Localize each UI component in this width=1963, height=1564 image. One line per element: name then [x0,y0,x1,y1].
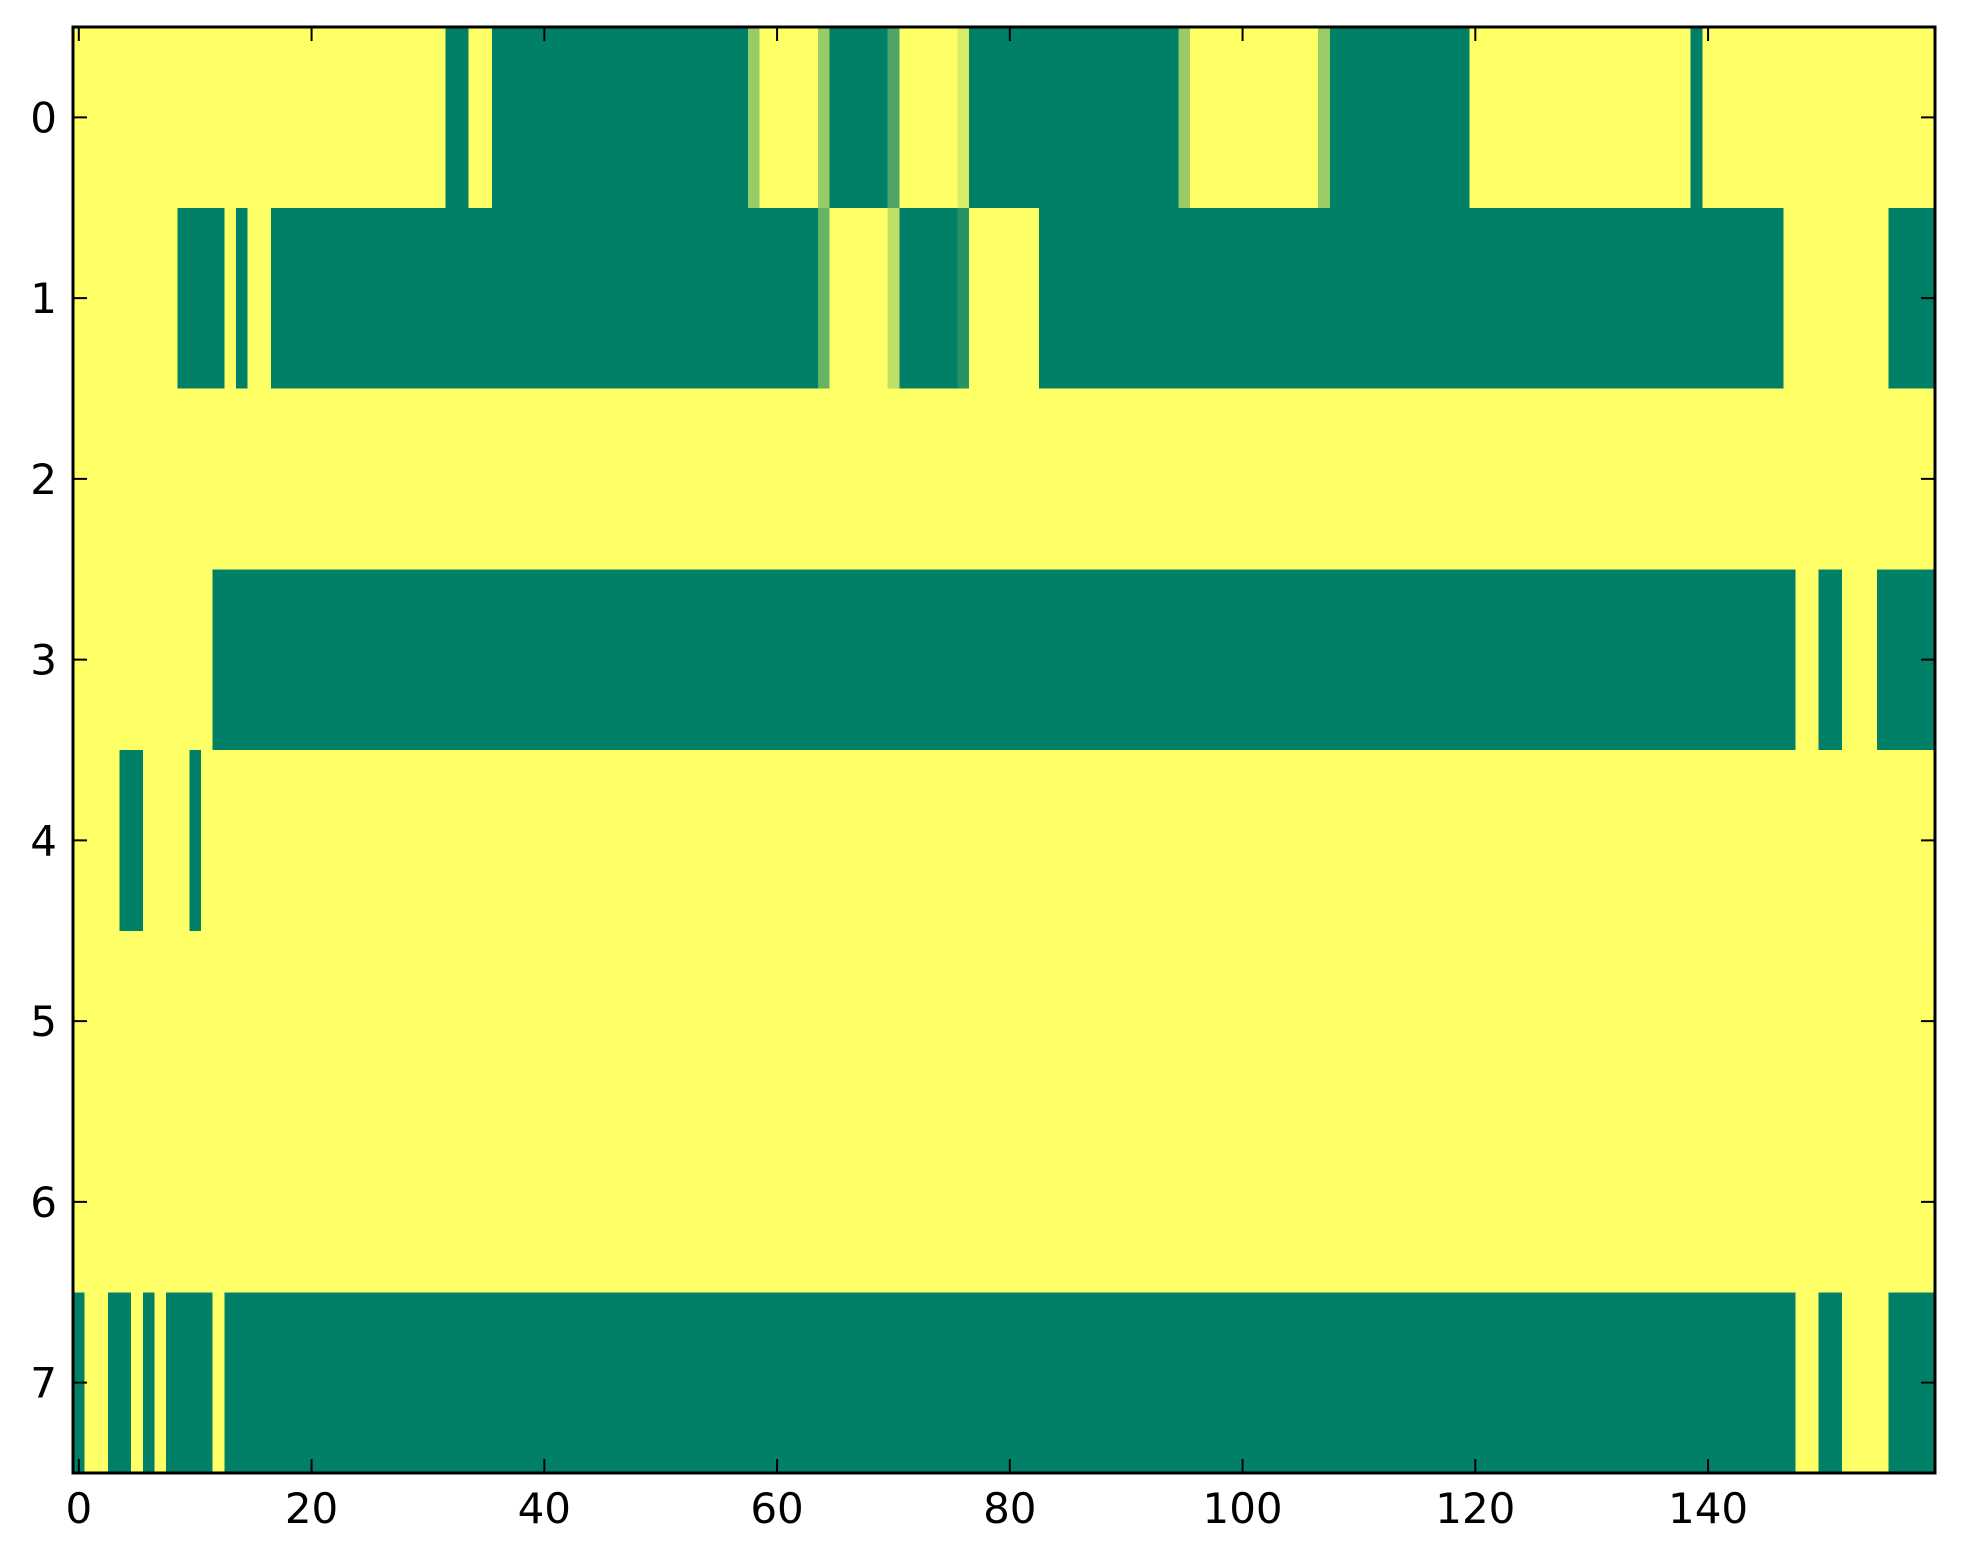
heatmap-cell-segment [445,27,469,208]
heatmap-cell-segment [1038,207,1784,389]
heatmap-cell-segment [235,207,248,389]
y-tick-label: 4 [30,816,57,865]
heatmap-cell-segment [270,207,818,389]
x-tick-label: 140 [1668,1484,1748,1533]
heatmap-cell-segment [1690,27,1703,208]
y-tick-label: 0 [30,93,57,142]
heatmap-cell-segment [1178,27,1191,208]
heatmap-cell-segment [107,1292,132,1473]
heatmap-row-5 [73,930,1935,1112]
x-tick-label: 60 [750,1484,803,1533]
heatmap-cell-segment [224,1292,1796,1473]
heatmap-cell-segment [212,569,1796,750]
heatmap-cell-segment [166,1292,213,1473]
x-axis-tick-labels: 0 20 40 60 80 100 120 140 [65,1484,1748,1533]
heatmap-cell-segment [177,207,225,389]
heatmap-cell-segment [747,27,760,208]
heatmap-row-2 [73,388,1935,570]
x-tick-label: 20 [285,1484,338,1533]
heatmap-cell-segment [119,750,143,931]
heatmap-cell-segment [1818,569,1842,750]
heatmap-cell-segment [1318,27,1330,208]
heatmap-row-6 [73,1111,1935,1293]
y-tick-label: 6 [30,1178,57,1227]
heatmap-cell-segment [899,207,958,389]
x-tick-label: 100 [1202,1484,1282,1533]
heatmap-cell-segment [817,27,830,208]
y-tick-label: 2 [30,455,57,504]
heatmap-cell-segment [1818,1292,1842,1473]
heatmap-cell-segment [1329,27,1470,208]
y-tick-label: 3 [30,636,57,685]
heatmap-cells [73,27,1935,1473]
heatmap-cell-segment [142,1292,155,1473]
heatmap-cell-segment [189,750,202,931]
x-tick-label: 80 [983,1484,1036,1533]
y-tick-label: 7 [30,1359,57,1408]
heatmap-cell-segment [491,27,748,208]
y-axis-tick-labels: 0 1 2 3 4 5 6 7 [30,93,57,1407]
plot-frame [71,25,1937,1475]
x-tick-label: 40 [518,1484,571,1533]
y-tick-label: 5 [30,997,57,1046]
axis-ticks [73,27,1935,1473]
x-tick-label: 120 [1435,1484,1515,1533]
x-tick-label: 0 [65,1484,92,1533]
heatmap-cell-segment [969,27,1179,208]
heatmap-cell-segment [817,207,830,389]
heatmap-row-4 [73,750,1935,931]
heatmap-cell-segment [829,27,888,208]
heatmap-cell-segment [887,27,900,208]
heatmap-cell-segment [957,27,970,208]
heatmap-cell-segment [887,207,900,389]
y-tick-label: 1 [30,274,57,323]
heatmap-cell-segment [957,207,970,389]
